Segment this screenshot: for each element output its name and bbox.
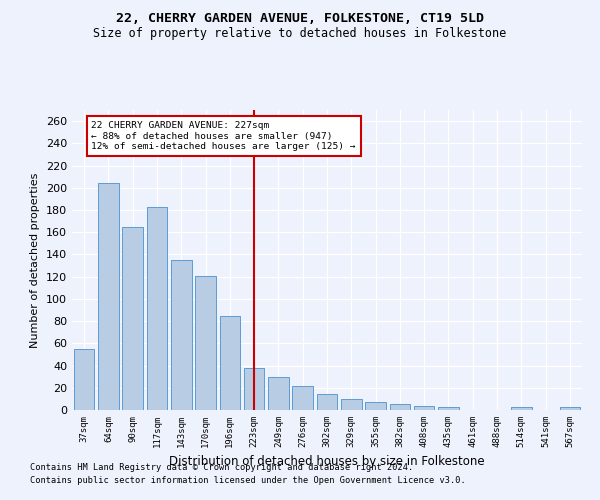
Bar	[365, 402, 386, 410]
Bar	[317, 394, 337, 410]
Text: Contains public sector information licensed under the Open Government Licence v3: Contains public sector information licen…	[30, 476, 466, 485]
X-axis label: Distribution of detached houses by size in Folkestone: Distribution of detached houses by size …	[169, 456, 485, 468]
Bar	[195, 276, 216, 410]
Bar	[389, 404, 410, 410]
Text: Contains HM Land Registry data © Crown copyright and database right 2024.: Contains HM Land Registry data © Crown c…	[30, 464, 413, 472]
Bar	[560, 406, 580, 410]
Bar	[146, 206, 167, 410]
Text: 22 CHERRY GARDEN AVENUE: 227sqm
← 88% of detached houses are smaller (947)
12% o: 22 CHERRY GARDEN AVENUE: 227sqm ← 88% of…	[91, 121, 356, 151]
Bar	[98, 184, 119, 410]
Bar	[292, 386, 313, 410]
Text: 22, CHERRY GARDEN AVENUE, FOLKESTONE, CT19 5LD: 22, CHERRY GARDEN AVENUE, FOLKESTONE, CT…	[116, 12, 484, 26]
Bar	[414, 406, 434, 410]
Bar	[74, 349, 94, 410]
Bar	[220, 316, 240, 410]
Bar	[341, 399, 362, 410]
Y-axis label: Number of detached properties: Number of detached properties	[31, 172, 40, 348]
Bar	[511, 406, 532, 410]
Bar	[244, 368, 265, 410]
Bar	[171, 260, 191, 410]
Bar	[122, 226, 143, 410]
Bar	[438, 406, 459, 410]
Bar	[268, 376, 289, 410]
Text: Size of property relative to detached houses in Folkestone: Size of property relative to detached ho…	[94, 28, 506, 40]
